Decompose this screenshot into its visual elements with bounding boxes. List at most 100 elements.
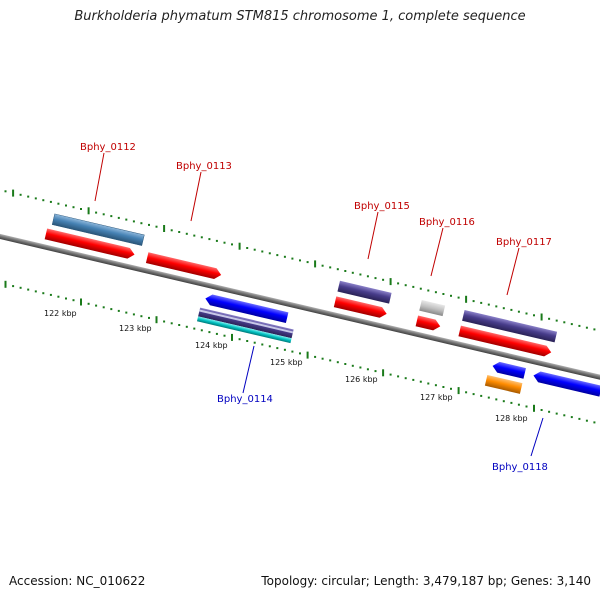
minor-tick bbox=[170, 229, 173, 232]
minor-tick bbox=[125, 218, 128, 221]
minor-tick bbox=[283, 255, 286, 258]
feature-bphy-0113-cds[interactable] bbox=[145, 252, 223, 280]
minor-tick bbox=[374, 370, 377, 373]
minor-tick bbox=[246, 247, 249, 249]
minor-tick bbox=[117, 309, 120, 312]
minor-tick bbox=[585, 419, 588, 422]
minor-tick bbox=[65, 204, 67, 207]
minor-tick bbox=[457, 296, 460, 299]
feature-bphy-0112-cds[interactable] bbox=[44, 228, 136, 260]
minor-tick bbox=[178, 231, 181, 233]
minor-tick bbox=[140, 222, 143, 225]
minor-tick bbox=[110, 308, 113, 311]
minor-tick bbox=[291, 350, 294, 353]
minor-tick bbox=[276, 347, 279, 350]
gene-label-bphy-0116[interactable]: Bphy_0116 bbox=[419, 217, 475, 228]
minor-tick bbox=[200, 236, 203, 239]
minor-tick bbox=[487, 396, 490, 399]
sequence-backbone bbox=[0, 229, 600, 386]
feature-bphy-0118-cds[interactable] bbox=[491, 361, 526, 379]
major-tick bbox=[4, 280, 7, 288]
minor-tick bbox=[419, 380, 422, 383]
gene-label-bphy-0112[interactable]: Bphy_0112 bbox=[80, 142, 136, 153]
minor-tick bbox=[389, 373, 392, 376]
minor-tick bbox=[208, 238, 211, 241]
minor-tick bbox=[555, 412, 558, 415]
minor-tick bbox=[185, 232, 188, 235]
minor-tick bbox=[261, 343, 264, 346]
minor-tick bbox=[502, 400, 505, 403]
minor-tick bbox=[593, 421, 596, 424]
minor-tick bbox=[517, 403, 520, 406]
scale-label-126kbp: 126 kbp bbox=[345, 375, 378, 384]
minor-tick bbox=[299, 352, 301, 355]
gene-label-bphy-0114[interactable]: Bphy_0114 bbox=[217, 394, 273, 405]
feature-bphy-0117-gene[interactable] bbox=[462, 310, 558, 343]
minor-tick bbox=[555, 319, 558, 322]
minor-tick bbox=[223, 334, 226, 337]
major-tick bbox=[382, 369, 385, 377]
map-title: Burkholderia phymatum STM815 chromosome … bbox=[74, 9, 526, 24]
minor-tick bbox=[314, 355, 317, 358]
minor-tick bbox=[65, 297, 67, 300]
feature-bphy-0118-gene[interactable] bbox=[484, 374, 523, 394]
gene-label-bphy-0113[interactable]: Bphy_0113 bbox=[176, 161, 232, 172]
feature-bphy-0119-cds[interactable] bbox=[532, 370, 600, 397]
minor-tick bbox=[276, 254, 279, 257]
tick-row-lower bbox=[4, 280, 596, 424]
minor-tick bbox=[563, 414, 566, 417]
minor-tick bbox=[427, 289, 430, 292]
feature-bphy-0114-misc[interactable] bbox=[196, 316, 292, 344]
minor-tick bbox=[102, 306, 105, 309]
genome-stats-text: Topology: circular; Length: 3,479,187 bp… bbox=[261, 574, 591, 588]
accession-text: Accession: NC_010622 bbox=[9, 574, 146, 588]
feature-bphy-0112-gene[interactable] bbox=[51, 213, 145, 246]
minor-tick bbox=[193, 327, 196, 330]
minor-tick bbox=[87, 302, 90, 305]
major-tick bbox=[533, 404, 535, 412]
minor-tick bbox=[495, 305, 498, 308]
minor-tick bbox=[540, 409, 543, 411]
feature-bphy-0117-cds[interactable] bbox=[458, 325, 552, 358]
minor-tick bbox=[434, 291, 437, 294]
minor-tick bbox=[510, 308, 513, 311]
minor-tick bbox=[42, 199, 45, 202]
feature-bphy-0114-gene[interactable] bbox=[198, 307, 294, 339]
minor-tick bbox=[261, 250, 264, 253]
minor-tick bbox=[472, 300, 475, 303]
minor-tick bbox=[148, 316, 150, 319]
minor-tick bbox=[19, 193, 22, 196]
feature-bphy-0115-cds[interactable] bbox=[333, 296, 388, 319]
minor-tick bbox=[450, 387, 452, 390]
minor-tick bbox=[178, 324, 181, 326]
minor-tick bbox=[95, 304, 98, 307]
minor-tick bbox=[49, 293, 52, 296]
minor-tick bbox=[163, 320, 166, 323]
minor-tick bbox=[480, 394, 483, 397]
minor-tick bbox=[215, 239, 218, 242]
minor-tick bbox=[299, 259, 301, 262]
minor-tick bbox=[125, 311, 128, 314]
gene-label-bphy-0118[interactable]: Bphy_0118 bbox=[492, 462, 548, 473]
minor-tick bbox=[215, 332, 218, 335]
minor-tick bbox=[148, 223, 150, 226]
minor-tick bbox=[42, 292, 45, 295]
minor-tick bbox=[442, 293, 445, 295]
minor-tick bbox=[359, 366, 362, 369]
feature-bphy-0115-gene[interactable] bbox=[337, 280, 392, 304]
minor-tick bbox=[366, 368, 369, 371]
minor-tick bbox=[321, 357, 324, 360]
minor-tick bbox=[419, 287, 422, 290]
gene-label-bphy-0117[interactable]: Bphy_0117 bbox=[496, 237, 552, 248]
feature-bphy-0116-gene[interactable] bbox=[419, 299, 446, 317]
feature-bphy-0114-cds[interactable] bbox=[204, 293, 289, 324]
minor-tick bbox=[12, 285, 15, 288]
minor-tick bbox=[72, 206, 75, 209]
major-tick bbox=[540, 313, 543, 321]
minor-tick bbox=[306, 261, 309, 264]
gene-label-bphy-0115[interactable]: Bphy_0115 bbox=[354, 201, 410, 212]
minor-tick bbox=[404, 377, 407, 380]
feature-bphy-0116-cds[interactable] bbox=[415, 315, 442, 332]
minor-tick bbox=[374, 277, 377, 280]
major-tick bbox=[306, 351, 309, 359]
